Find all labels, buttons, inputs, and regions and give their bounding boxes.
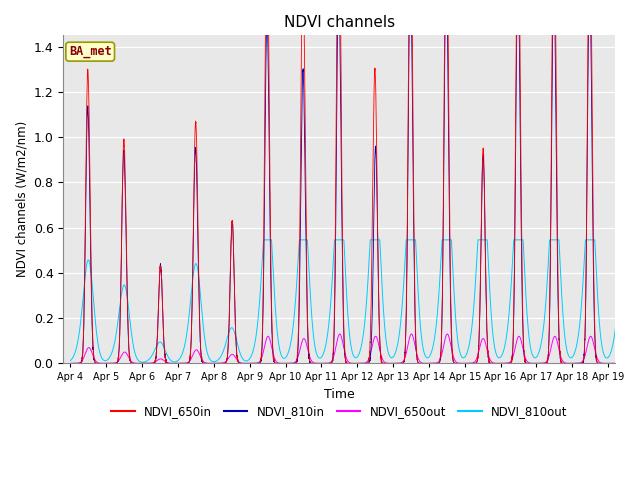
NDVI_810in bbox=[429, 360, 437, 366]
NDVI_810out bbox=[429, 343, 437, 348]
Line: NDVI_810out: NDVI_810out bbox=[70, 240, 640, 362]
NDVI_810out bbox=[92, 316, 99, 322]
NDVI_810in bbox=[271, 360, 278, 366]
NDVI_650in bbox=[429, 360, 437, 366]
NDVI_650out bbox=[429, 360, 436, 366]
NDVI_650out bbox=[176, 360, 184, 366]
NDVI_810out bbox=[139, 360, 147, 365]
Title: NDVI channels: NDVI channels bbox=[284, 15, 395, 30]
Y-axis label: NDVI channels (W/m2/nm): NDVI channels (W/m2/nm) bbox=[15, 121, 28, 277]
NDVI_810out bbox=[179, 348, 187, 354]
NDVI_810in bbox=[179, 360, 187, 366]
NDVI_810in bbox=[67, 360, 74, 366]
Line: NDVI_650out: NDVI_650out bbox=[70, 334, 640, 363]
NDVI_650in bbox=[92, 360, 99, 365]
NDVI_650in bbox=[67, 360, 74, 366]
NDVI_650out bbox=[444, 331, 451, 337]
NDVI_810out bbox=[176, 356, 184, 361]
NDVI_650out bbox=[179, 360, 187, 366]
X-axis label: Time: Time bbox=[324, 388, 355, 401]
NDVI_650out bbox=[271, 356, 278, 361]
NDVI_650in bbox=[176, 360, 184, 366]
Line: NDVI_810in: NDVI_810in bbox=[70, 0, 640, 363]
NDVI_650in bbox=[162, 360, 170, 366]
Line: NDVI_650in: NDVI_650in bbox=[70, 0, 640, 363]
Legend: NDVI_650in, NDVI_810in, NDVI_650out, NDVI_810out: NDVI_650in, NDVI_810in, NDVI_650out, NDV… bbox=[106, 401, 572, 423]
NDVI_810out bbox=[271, 300, 279, 306]
NDVI_810out bbox=[260, 237, 268, 243]
Text: BA_met: BA_met bbox=[68, 45, 111, 58]
NDVI_810in bbox=[92, 360, 99, 365]
NDVI_810out bbox=[67, 358, 74, 363]
NDVI_650in bbox=[271, 360, 279, 366]
NDVI_650out bbox=[67, 360, 74, 366]
NDVI_650in bbox=[179, 360, 187, 366]
NDVI_810in bbox=[176, 360, 184, 366]
NDVI_650out bbox=[92, 357, 99, 363]
